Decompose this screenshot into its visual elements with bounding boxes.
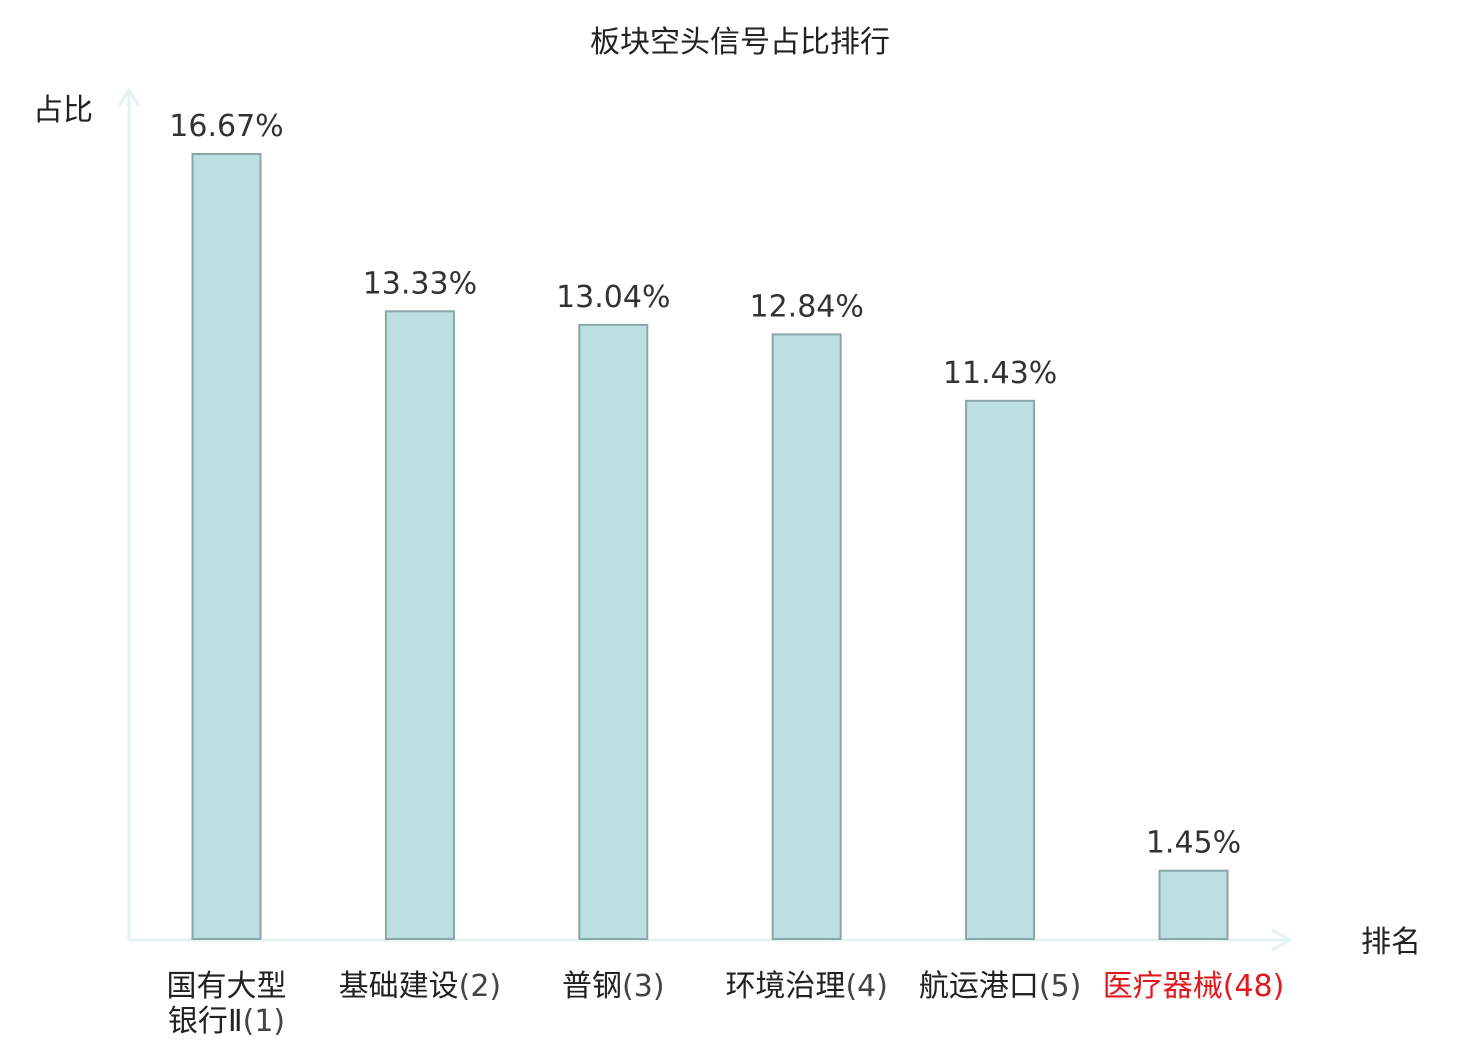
value-label-0: 16.67% [169,109,283,144]
value-label-5: 1.45% [1146,826,1241,861]
category-label-3: 环境治理(4) [725,969,888,1004]
value-labels-layer: 16.67% 13.33% 13.04% 12.84% 11.43% 1.45% [169,109,1241,861]
category-label-1: 基础建设(2) [339,969,502,1004]
category-label-0: 国有大型银行Ⅱ(1) [167,969,287,1039]
value-label-3: 12.84% [750,289,864,324]
bar-5 [1158,869,1229,941]
bars-layer [191,153,1229,941]
bar-2 [578,323,649,940]
x-axis-label: 排名 [1361,925,1421,960]
category-labels-layer: 国有大型银行Ⅱ(1) 基础建设(2) 普钢(3) 环境治理(4) 航运港口(5) 医疗器械… [167,969,1285,1039]
chart-title: 板块空头信号占比排行 [590,25,890,60]
bar-4 [965,399,1036,940]
value-label-1: 13.33% [363,266,477,301]
value-label-2: 13.04% [556,280,670,315]
bar-0 [191,153,262,940]
y-axis-label: 占比 [33,93,93,128]
bar-3 [771,333,842,940]
axes [117,88,1292,952]
category-label-5: 医疗器械(48) [1103,969,1285,1004]
y-axis-arrow [117,88,141,107]
bar-1 [384,310,455,940]
category-label-2: 普钢(3) [562,969,665,1004]
x-axis-arrow [1271,928,1292,952]
category-label-4: 航运港口(5) [919,969,1082,1004]
value-label-4: 11.43% [943,356,1057,391]
